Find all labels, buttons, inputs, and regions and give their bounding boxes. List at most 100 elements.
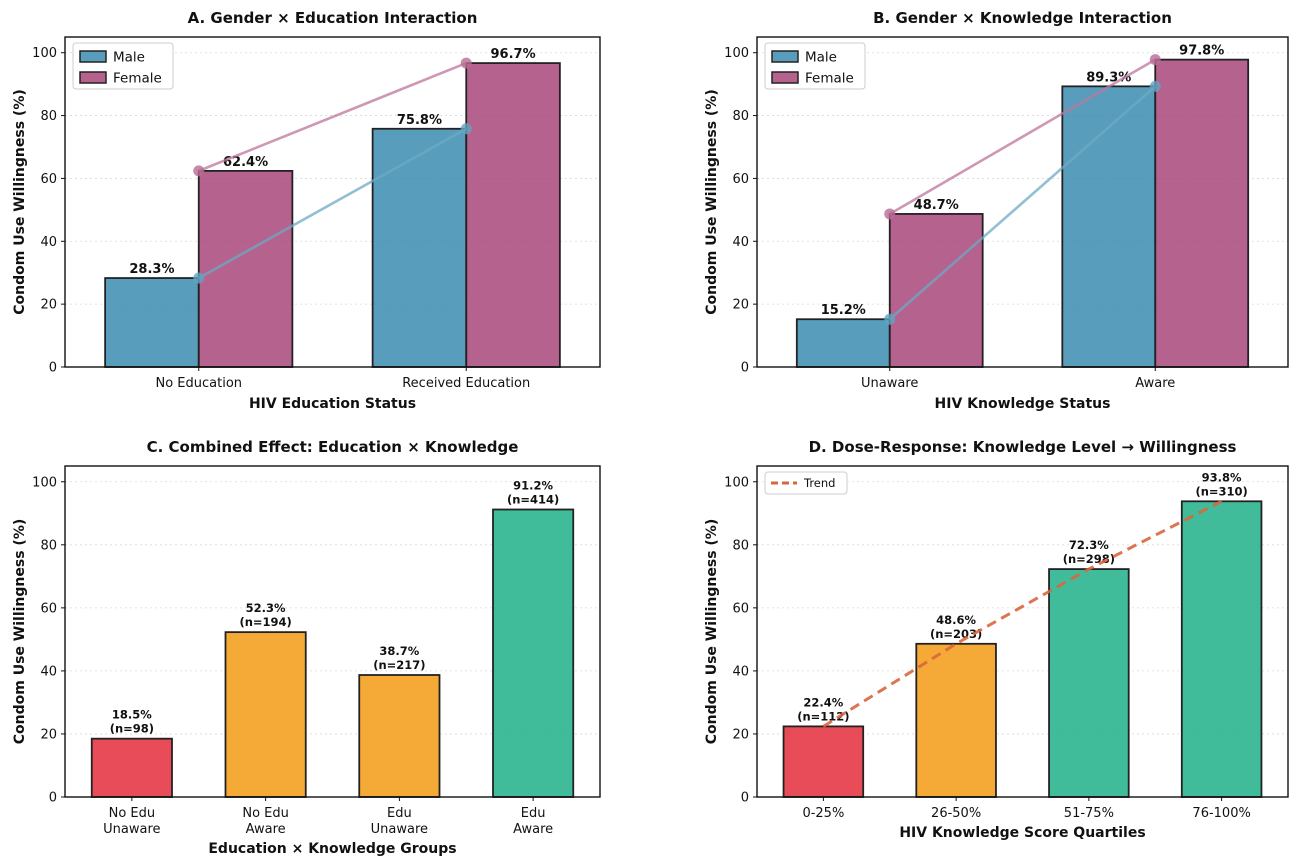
x-axis-label: HIV Knowledge Score Quartiles [899, 825, 1145, 841]
axes-frame [756, 465, 1289, 798]
bar-female [1154, 58, 1250, 368]
data-label: 75.8% [397, 113, 442, 128]
bar [1180, 500, 1263, 798]
data-label: 72.3% [1069, 538, 1109, 552]
data-label-n: (n=414) [507, 493, 559, 507]
x-axis-label: Education × Knowledge Groups [208, 841, 456, 857]
legend-label: Trend [803, 476, 835, 490]
data-label: 62.4% [223, 155, 268, 170]
legend-label: Female [805, 71, 854, 87]
y-tick-label: 40 [732, 235, 749, 250]
data-label: 91.2% [513, 479, 553, 493]
interaction-point-female [884, 208, 896, 220]
data-label: 22.4% [803, 695, 843, 709]
x-tick-label: Received Education [402, 376, 530, 391]
bar-female [888, 213, 984, 368]
interaction-line-female [198, 61, 467, 173]
bar-female [465, 62, 561, 368]
chart-title: D. Dose-Response: Knowledge Level → Will… [809, 438, 1237, 456]
x-tick-label: Edu [387, 806, 412, 821]
x-tick-label: 51-75% [1064, 806, 1114, 821]
data-label-n: (n=203) [930, 627, 982, 641]
data-label: 48.6% [936, 613, 976, 627]
data-label: 96.7% [491, 47, 536, 62]
y-tick-label: 60 [40, 172, 57, 187]
data-label: 38.7% [379, 644, 419, 658]
bar [915, 642, 997, 798]
y-tick-label: 0 [741, 791, 749, 806]
data-label: 28.3% [129, 262, 174, 277]
x-axis-label: HIV Knowledge Status [935, 396, 1111, 412]
interaction-point-female [193, 165, 205, 177]
data-label-n: (n=310) [1195, 484, 1247, 498]
axes-frame [64, 465, 601, 798]
y-tick-label: 80 [732, 109, 749, 124]
x-tick-label: No Edu [242, 806, 289, 821]
interaction-point-male [1149, 80, 1161, 92]
legend-swatch-female [79, 71, 107, 84]
y-tick-label: 20 [40, 298, 57, 313]
x-tick-label: Unaware [103, 822, 160, 837]
x-tick-label: No Education [155, 376, 242, 391]
trend-line [822, 499, 1223, 728]
x-tick-label: Aware [1135, 376, 1175, 391]
bar-male [1061, 85, 1157, 368]
y-tick-label: 40 [732, 664, 749, 679]
y-tick-label: 60 [732, 172, 749, 187]
bar [90, 737, 173, 798]
x-tick-label: Aware [513, 822, 553, 837]
y-tick-label: 20 [40, 727, 57, 742]
y-tick-label: 60 [40, 601, 57, 616]
legend-swatch-male [771, 50, 799, 63]
x-tick-label: 0-25% [802, 806, 844, 821]
bar [224, 631, 307, 798]
x-tick-label: 76-100% [1192, 806, 1250, 821]
interaction-point-female [1149, 54, 1161, 66]
y-axis-label: Condom Use Willingness (%) [704, 89, 720, 314]
panel-c: C. Combined Effect: Education × Knowledg… [12, 438, 601, 857]
y-tick-label: 80 [40, 538, 57, 553]
data-label: 48.7% [914, 198, 959, 213]
data-label-n: (n=217) [373, 658, 425, 672]
bar-male [371, 127, 468, 368]
panel-a: A. Gender × Education Interaction 28.3% 75… [12, 9, 601, 412]
data-label-n: (n=98) [110, 722, 154, 736]
y-tick-label: 40 [40, 664, 57, 679]
y-tick-label: 100 [724, 46, 749, 61]
interaction-line-male [888, 85, 1157, 321]
y-tick-label: 100 [32, 46, 57, 61]
y-axis-label: Condom Use Willingness (%) [12, 89, 28, 314]
y-tick-label: 20 [732, 727, 749, 742]
legend-label: Female [113, 71, 162, 87]
y-axis-label: Condom Use Willingness (%) [12, 519, 28, 744]
data-label: 15.2% [821, 303, 866, 318]
y-tick-label: 80 [732, 538, 749, 553]
legend-label: Male [113, 50, 145, 66]
legend-label: Male [805, 50, 837, 66]
y-tick-label: 0 [741, 361, 749, 376]
y-tick-label: 0 [49, 361, 57, 376]
chart-title: B. Gender × Knowledge Interaction [873, 9, 1172, 27]
bar [782, 725, 865, 798]
axes-frame [756, 36, 1289, 368]
y-tick-label: 0 [49, 791, 57, 806]
x-tick-label: Edu [521, 806, 546, 821]
interaction-line-male [198, 127, 467, 280]
legend-box [764, 471, 848, 495]
axes-frame [64, 36, 601, 368]
bar [492, 508, 575, 798]
panel-d: D. Dose-Response: Knowledge Level → Will… [704, 438, 1289, 841]
y-axis-label: Condom Use Willingness (%) [704, 519, 720, 744]
y-tick-label: 60 [732, 601, 749, 616]
y-tick-label: 40 [40, 235, 57, 250]
panel-b: B. Gender × Knowledge Interaction 15.2% 89… [704, 9, 1289, 412]
legend-swatch-male [79, 50, 107, 63]
x-tick-label: Aware [246, 822, 286, 837]
bar-male [795, 318, 891, 368]
data-label: 18.5% [112, 708, 152, 722]
data-label: 52.3% [246, 601, 286, 615]
y-tick-label: 100 [32, 475, 57, 490]
x-tick-label: Unaware [861, 376, 918, 391]
data-label: 89.3% [1086, 70, 1131, 85]
